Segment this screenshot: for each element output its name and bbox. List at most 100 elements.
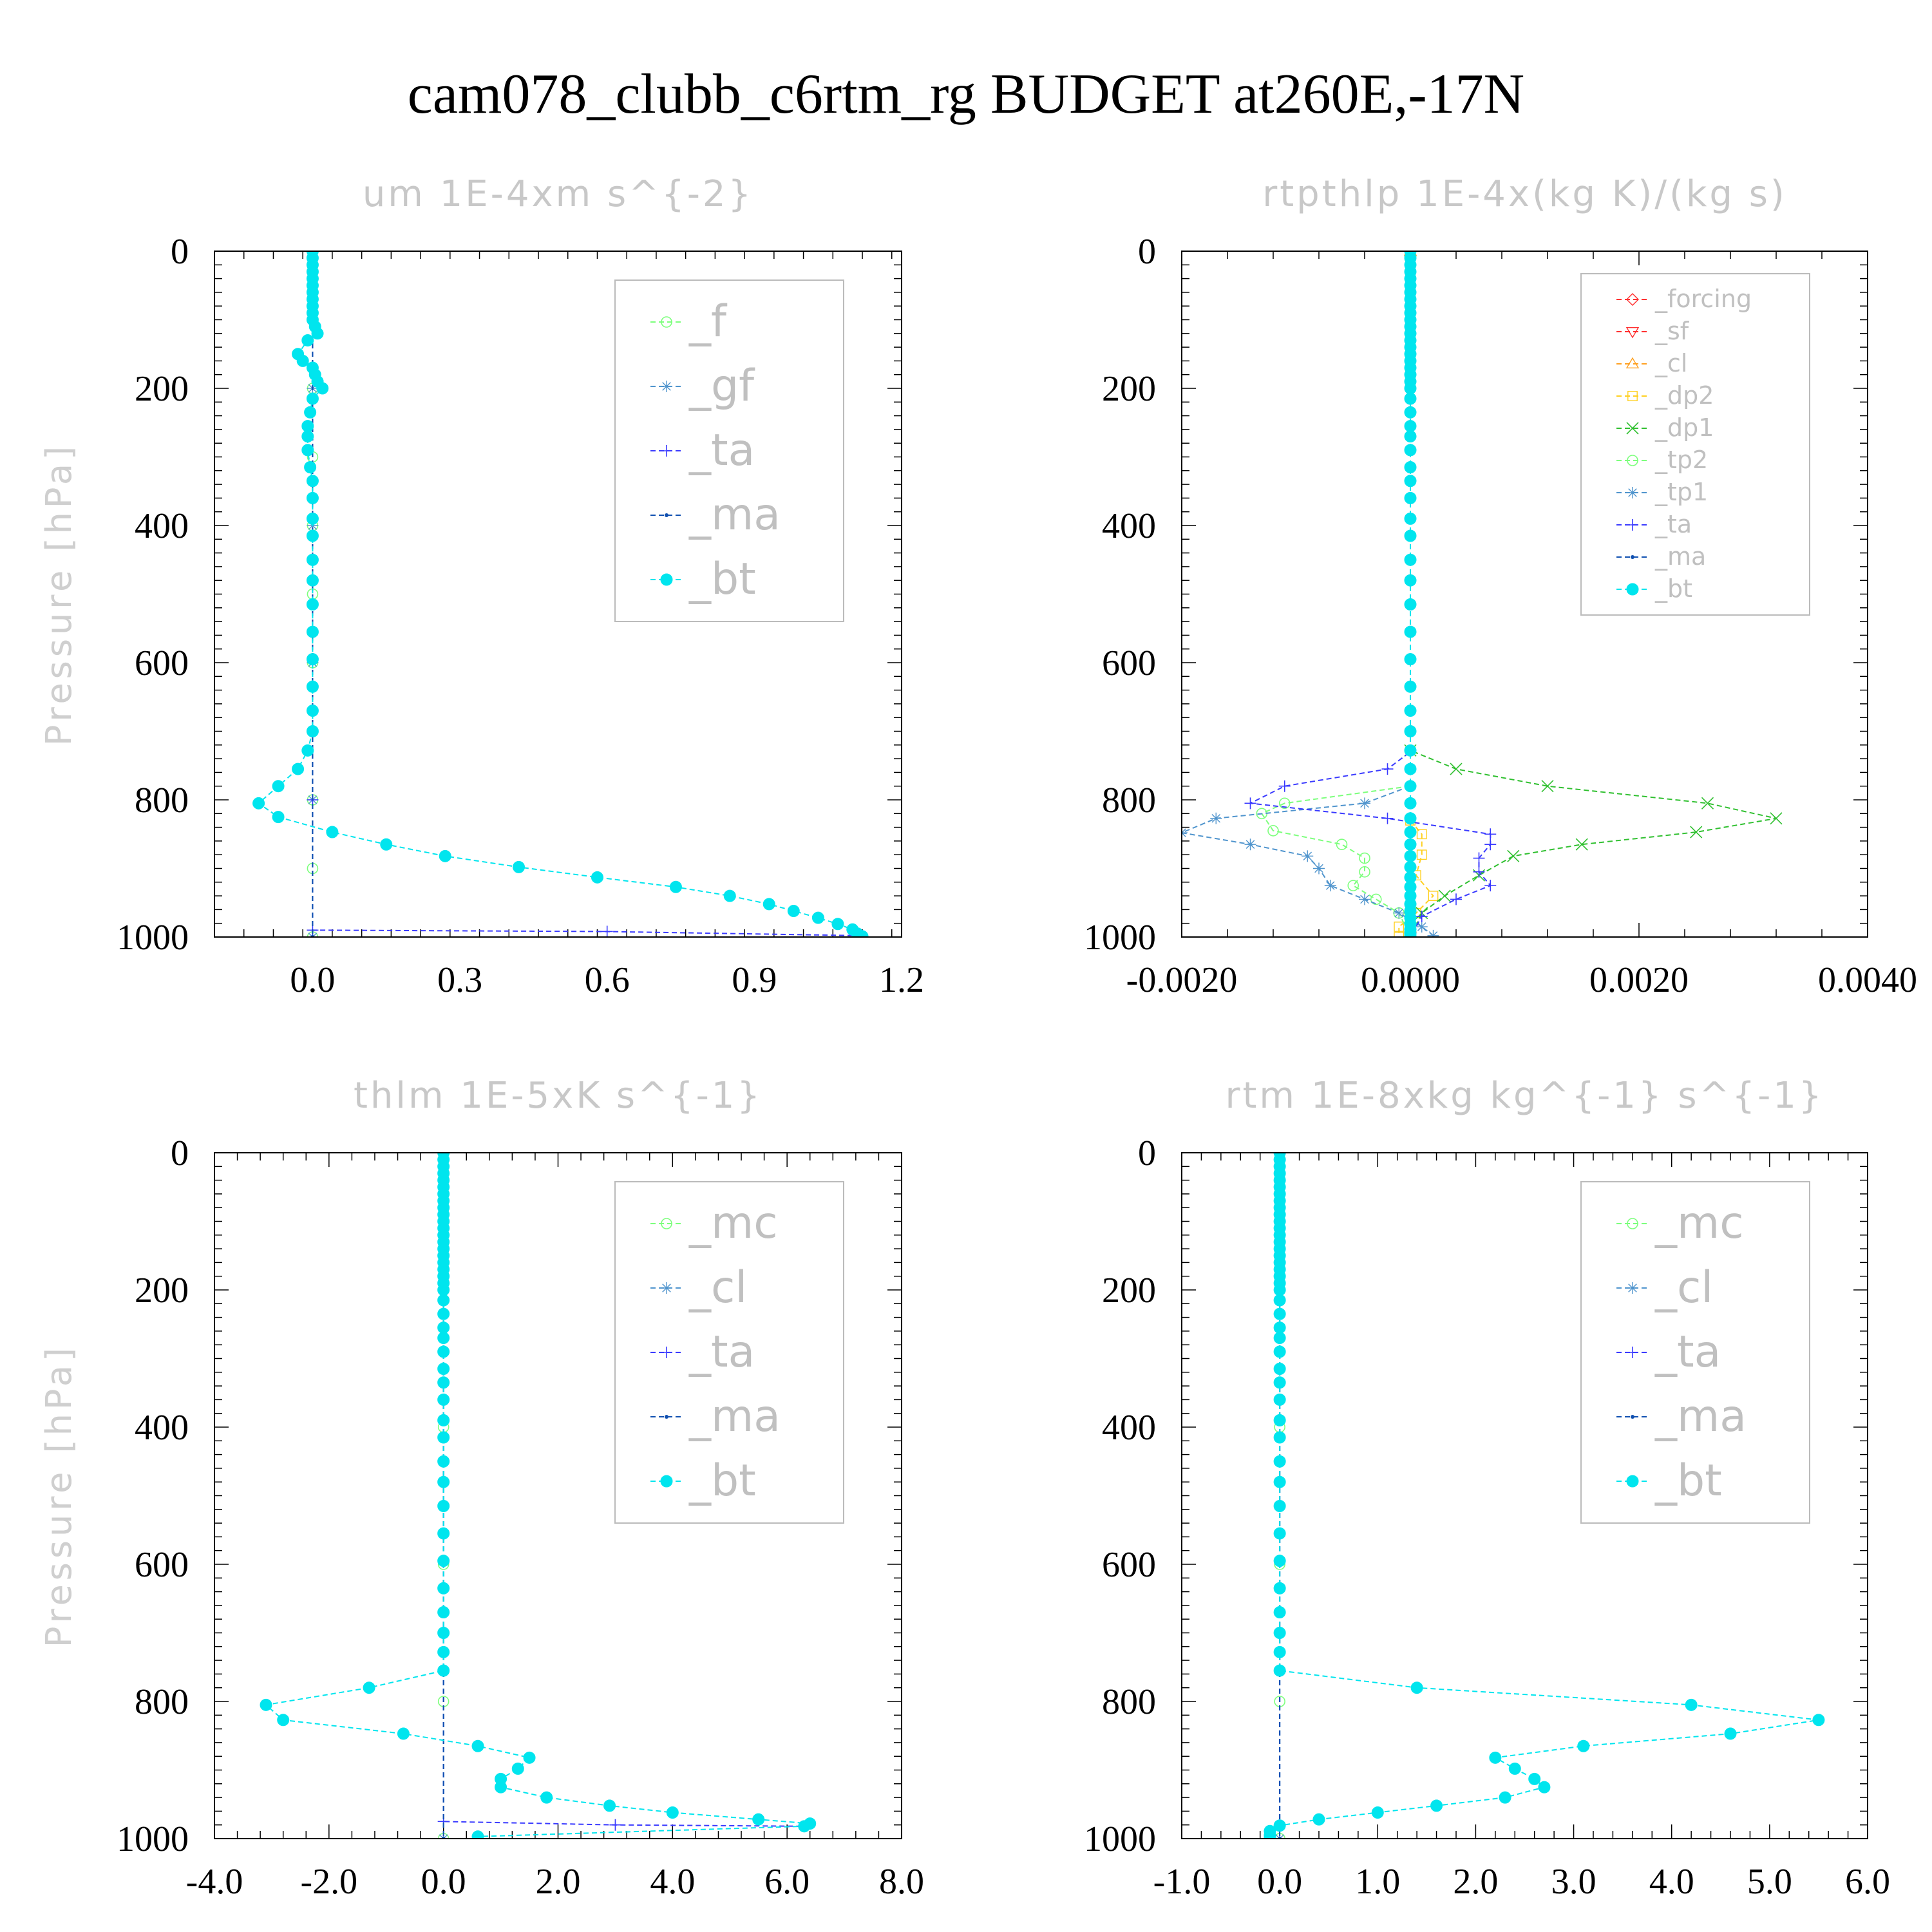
y-tick-label: 400 bbox=[1102, 1408, 1156, 1448]
legend-item: _bt bbox=[1616, 1455, 1722, 1506]
x-tick-label: 0.3 bbox=[437, 960, 482, 1000]
data-point bbox=[1450, 762, 1463, 775]
y-tick-label: 200 bbox=[135, 1271, 189, 1311]
legend-marker bbox=[661, 381, 672, 392]
data-point bbox=[811, 911, 824, 924]
legend-item: _ma bbox=[1616, 1391, 1747, 1442]
legend-marker bbox=[1625, 357, 1640, 368]
data-point bbox=[1273, 1321, 1286, 1334]
data-point bbox=[1273, 1431, 1286, 1444]
series-dp2 bbox=[1394, 251, 1439, 937]
data-point bbox=[1404, 529, 1417, 542]
legend-label: _dp1 bbox=[1654, 413, 1714, 442]
x-tick-label: 1.0 bbox=[1355, 1862, 1400, 1902]
legend-marker bbox=[660, 1475, 673, 1488]
x-tick-label: 4.0 bbox=[1649, 1862, 1694, 1902]
data-point bbox=[1302, 850, 1314, 862]
panel-title: rtm 1E-8xkg kg^{-1} s^{-1} bbox=[1225, 1075, 1824, 1117]
data-point bbox=[1404, 430, 1417, 443]
legend-label: _bt bbox=[688, 554, 756, 605]
data-point bbox=[1273, 1645, 1286, 1658]
data-point bbox=[1410, 1681, 1423, 1694]
data-point bbox=[1404, 744, 1417, 757]
data-point bbox=[1393, 907, 1405, 919]
data-point bbox=[762, 898, 775, 911]
y-tick-label: 600 bbox=[1102, 643, 1156, 683]
data-point bbox=[1404, 780, 1417, 793]
data-point bbox=[1450, 893, 1462, 905]
legend-item: _cl bbox=[650, 1262, 747, 1313]
data-point bbox=[326, 826, 339, 838]
data-point bbox=[1404, 930, 1417, 937]
data-point bbox=[1404, 725, 1417, 737]
legend-item: _dp2 bbox=[1616, 381, 1714, 410]
legend-marker bbox=[1631, 555, 1634, 559]
y-tick-label: 600 bbox=[1102, 1545, 1156, 1585]
data-point bbox=[306, 475, 319, 488]
data-point bbox=[272, 780, 285, 793]
x-tick-label: 8.0 bbox=[879, 1862, 924, 1902]
data-point bbox=[523, 1751, 536, 1764]
y-axis-title: Pressure [hPa] bbox=[39, 442, 79, 746]
legend-marker bbox=[661, 445, 672, 457]
data-point bbox=[1273, 1362, 1286, 1375]
legend-item: _ma bbox=[650, 1391, 781, 1442]
data-point bbox=[1438, 889, 1451, 902]
data-point bbox=[1404, 574, 1417, 587]
data-point bbox=[306, 653, 319, 666]
y-tick-label: 800 bbox=[1102, 781, 1156, 820]
series-bt bbox=[260, 1153, 817, 1839]
data-point bbox=[1278, 780, 1291, 792]
data-point bbox=[1404, 860, 1417, 873]
data-point bbox=[1404, 406, 1417, 419]
x-tick-label: 0.6 bbox=[585, 960, 630, 1000]
data-point bbox=[1404, 382, 1417, 395]
x-tick-label: -1.0 bbox=[1153, 1862, 1211, 1902]
data-point bbox=[306, 392, 319, 405]
data-point bbox=[437, 1499, 450, 1512]
legend: _mc _cl _ta _ma _bt bbox=[1580, 1181, 1810, 1524]
data-point bbox=[1324, 880, 1336, 892]
data-point bbox=[306, 705, 319, 717]
x-tick-label: 2.0 bbox=[1453, 1862, 1498, 1902]
legend-label: _ma bbox=[1654, 542, 1706, 571]
data-point bbox=[304, 460, 317, 473]
x-tick-label: 3.0 bbox=[1551, 1862, 1596, 1902]
y-tick-label: 600 bbox=[135, 1545, 189, 1585]
x-tick-label: -4.0 bbox=[186, 1862, 243, 1902]
data-point bbox=[306, 680, 319, 693]
panel-thlm: thlm 1E-5xK s^{-1} Pressure [hPa] 0 200 400 6… bbox=[39, 1075, 924, 1902]
data-point bbox=[1264, 1832, 1276, 1839]
legend-item: _cl bbox=[1616, 349, 1687, 377]
series-ma bbox=[310, 251, 315, 937]
data-point bbox=[1336, 838, 1348, 851]
panel-title: um 1E-4xm s^{-2} bbox=[363, 173, 753, 215]
panel-um: um 1E-4xm s^{-2} Pressure [hPa] 0 200 400 600… bbox=[39, 173, 924, 1000]
data-point bbox=[437, 1527, 450, 1540]
data-point bbox=[1690, 826, 1703, 838]
data-point bbox=[1278, 797, 1291, 810]
data-point bbox=[437, 1582, 450, 1595]
legend: _forcing _sf _cl _dp2 _dp1 _tp2 _tp1 _ta _ma _bt bbox=[1580, 273, 1810, 616]
series-tp2 bbox=[1256, 251, 1416, 937]
x-tick-label: 0.0 bbox=[421, 1862, 466, 1902]
data-point bbox=[1273, 1627, 1286, 1639]
data-point bbox=[1381, 812, 1394, 824]
y-tick-label: 0 bbox=[171, 232, 189, 272]
data-point bbox=[511, 1762, 524, 1775]
data-point bbox=[1541, 780, 1554, 793]
data-point bbox=[1273, 1414, 1286, 1426]
legend-label: _bt bbox=[1654, 574, 1692, 603]
data-point bbox=[603, 1799, 616, 1812]
legend-label: _bt bbox=[688, 1455, 756, 1506]
legend-label: _tp2 bbox=[1654, 446, 1708, 474]
legend-label: _ta bbox=[1654, 510, 1692, 538]
y-axis-title: Pressure [hPa] bbox=[39, 442, 79, 746]
legend-marker bbox=[660, 573, 673, 586]
x-tick-label: 0.0000 bbox=[1361, 960, 1460, 1000]
legend-item: _sf bbox=[1616, 317, 1690, 345]
data-point bbox=[1538, 1781, 1551, 1794]
data-point bbox=[439, 849, 451, 862]
data-point bbox=[306, 625, 319, 638]
series-line bbox=[1260, 251, 1411, 937]
